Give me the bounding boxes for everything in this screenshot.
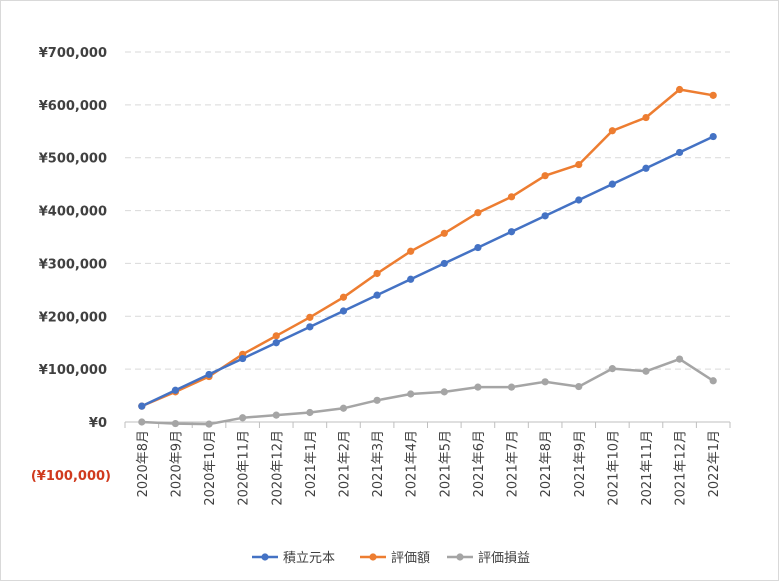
legend-swatch-marker xyxy=(369,553,377,561)
x-tick-label: 2020年8月 xyxy=(136,430,151,497)
data-point xyxy=(138,402,146,410)
y-tick-label: ¥500,000 xyxy=(39,152,107,167)
x-tick-label: 2021年9月 xyxy=(573,430,588,497)
data-point xyxy=(373,396,381,404)
data-point xyxy=(709,377,717,385)
data-point xyxy=(440,259,448,268)
data-point xyxy=(608,365,616,373)
data-point xyxy=(373,269,381,278)
data-point xyxy=(474,243,482,252)
data-point xyxy=(339,307,348,315)
data-point xyxy=(675,85,684,94)
y-tick-label: ¥200,000 xyxy=(39,310,107,325)
y-tick-label: ¥100,000 xyxy=(39,363,107,378)
legend-swatch-marker xyxy=(261,553,269,561)
data-point xyxy=(541,212,549,220)
legend-swatch-marker xyxy=(456,553,464,561)
y-axis-tick-labels: ¥700,000 ¥600,000 ¥500,000 ¥400,000 ¥300,000… xyxy=(31,46,111,484)
x-tick-label: 2021年11月 xyxy=(640,430,655,506)
data-point xyxy=(407,390,415,398)
data-point xyxy=(642,113,650,122)
data-point xyxy=(642,164,650,172)
data-point xyxy=(138,418,146,426)
series-評価損益 xyxy=(138,355,717,428)
data-point xyxy=(507,383,516,391)
data-point xyxy=(575,160,583,169)
data-point xyxy=(709,91,717,99)
y-tick-label: ¥0 xyxy=(89,416,107,431)
data-point xyxy=(171,419,180,428)
legend-label: 評価損益 xyxy=(478,551,530,566)
data-point xyxy=(642,367,650,375)
data-point xyxy=(407,247,415,255)
data-point xyxy=(541,378,549,386)
legend: 積立元本 評価額 評価損益 xyxy=(252,551,530,566)
legend-item: 評価額 xyxy=(360,551,430,566)
x-tick-label: 2020年11月 xyxy=(237,430,252,506)
x-tick-label: 2021年12月 xyxy=(674,430,689,506)
x-axis-tick-labels: 2020年8月 2020年9月 2020年10月 2020年11月 2020年12月 20… xyxy=(136,430,722,506)
legend-item: 積立元本 xyxy=(252,551,335,566)
series-line xyxy=(141,135,714,408)
x-tick-label: 2021年8月 xyxy=(539,430,554,497)
data-point xyxy=(575,196,583,204)
x-tick-label: 2021年3月 xyxy=(371,430,386,497)
data-point xyxy=(239,414,247,422)
x-tick-label: 2021年6月 xyxy=(472,430,487,497)
x-tick-label: 2020年10月 xyxy=(203,430,218,506)
y-tick-label: ¥700,000 xyxy=(39,46,107,61)
x-tick-label: 2020年9月 xyxy=(169,430,184,497)
x-tick-label: 2021年5月 xyxy=(438,430,453,497)
data-point xyxy=(205,420,213,428)
data-point xyxy=(306,323,314,331)
series-line xyxy=(141,88,714,408)
y-tick-label: ¥600,000 xyxy=(39,99,107,114)
legend-label: 評価額 xyxy=(391,551,430,566)
data-point xyxy=(272,339,280,347)
data-point xyxy=(205,370,213,379)
data-point xyxy=(608,127,616,135)
data-point xyxy=(306,313,314,321)
data-point xyxy=(709,132,717,141)
data-point xyxy=(675,355,684,363)
x-tick-label: 2022年1月 xyxy=(707,430,722,497)
data-point xyxy=(608,180,616,188)
y-tick-label: ¥300,000 xyxy=(39,257,107,272)
x-tick-label: 2020年12月 xyxy=(270,430,285,506)
data-point xyxy=(339,404,348,412)
data-point xyxy=(507,228,516,236)
y-tick-label: (¥100,000) xyxy=(31,469,111,484)
data-point xyxy=(171,386,180,394)
legend-label: 積立元本 xyxy=(283,551,335,566)
x-tick-label: 2021年4月 xyxy=(405,430,420,497)
data-point xyxy=(440,388,448,396)
series-lines xyxy=(138,85,717,428)
data-point xyxy=(272,411,280,419)
series-評価額 xyxy=(138,85,717,410)
data-point xyxy=(306,408,314,417)
y-tick-label: ¥400,000 xyxy=(39,205,107,220)
data-point xyxy=(575,382,583,391)
data-point xyxy=(541,172,549,180)
data-point xyxy=(675,148,684,157)
data-point xyxy=(373,291,381,299)
data-point xyxy=(239,354,247,363)
data-point xyxy=(339,293,348,301)
x-tick-label: 2021年10月 xyxy=(606,430,621,506)
series-積立元本 xyxy=(138,132,717,410)
series-line xyxy=(141,357,714,426)
gridlines xyxy=(124,51,731,428)
data-point xyxy=(440,229,448,237)
data-point xyxy=(272,332,280,340)
data-point xyxy=(474,209,482,217)
legend-item: 評価損益 xyxy=(447,551,530,566)
x-tick-label: 2021年2月 xyxy=(337,430,352,497)
data-point xyxy=(407,275,415,283)
x-tick-label: 2021年1月 xyxy=(304,430,319,497)
data-point xyxy=(474,383,482,391)
x-tick-label: 2021年7月 xyxy=(506,430,521,497)
data-point xyxy=(507,193,516,201)
